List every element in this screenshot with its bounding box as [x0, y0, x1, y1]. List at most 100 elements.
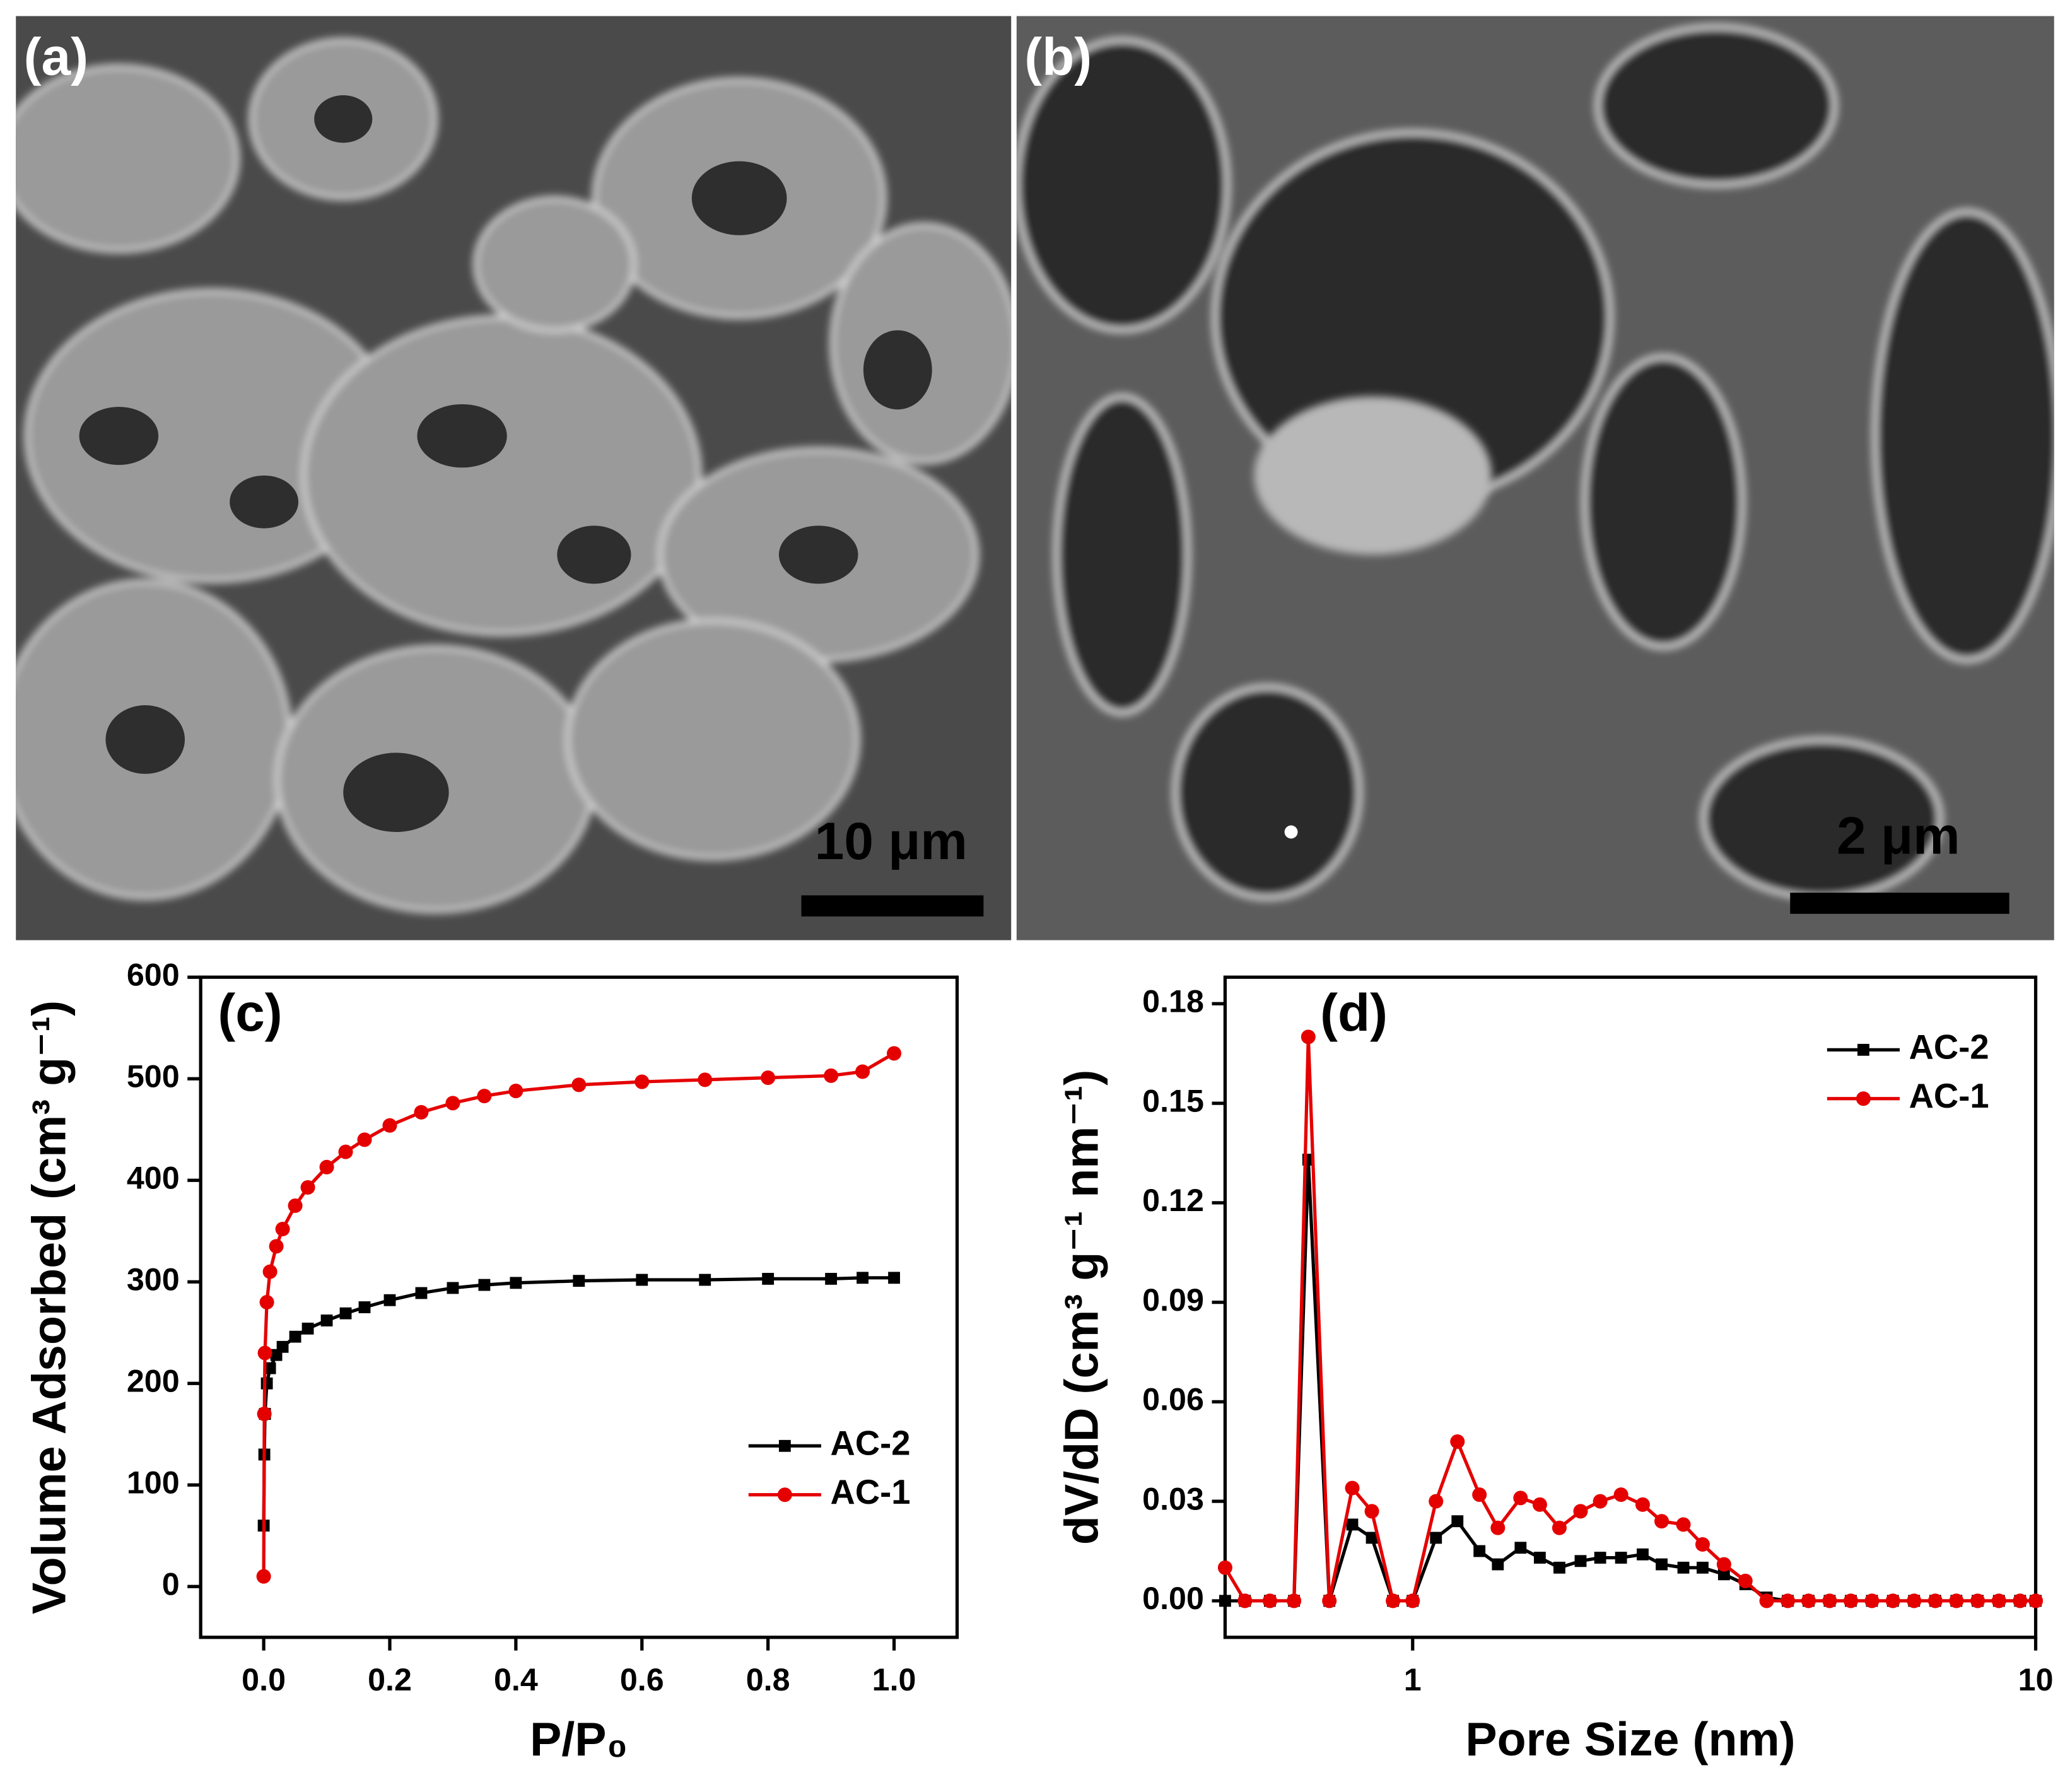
scale-bar-label: 10 μm: [815, 811, 968, 870]
point: [761, 1070, 776, 1086]
point: [1345, 1480, 1360, 1496]
point: [1322, 1593, 1337, 1608]
point: [260, 1377, 273, 1390]
point: [1635, 1497, 1650, 1512]
point: [445, 1096, 460, 1111]
point: [1490, 1520, 1506, 1535]
y-axis-label: dV/dD (cm³ g⁻¹ nm⁻¹): [1055, 1070, 1108, 1545]
point: [1822, 1593, 1837, 1608]
point: [1864, 1593, 1880, 1608]
y-tick-label: 0.12: [1142, 1183, 1204, 1218]
x-tick-label: 0.2: [368, 1662, 412, 1697]
point: [1364, 1504, 1379, 1519]
x-axis-label: P/P₀: [530, 1713, 628, 1766]
point: [1970, 1593, 1985, 1608]
y-tick-label: 0.09: [1142, 1282, 1204, 1318]
legend-marker: [778, 1439, 791, 1452]
point: [1676, 1517, 1691, 1532]
point: [1843, 1593, 1858, 1608]
y-tick-label: 100: [127, 1465, 180, 1501]
point: [1927, 1593, 1943, 1608]
point: [636, 1274, 648, 1286]
point: [1262, 1593, 1277, 1608]
point: [508, 1084, 523, 1099]
point: [1801, 1593, 1816, 1608]
point: [382, 1118, 397, 1133]
sem-image-b: [1016, 16, 2054, 940]
point: [339, 1307, 352, 1320]
legend-label: AC-2: [1909, 1028, 1989, 1067]
point: [414, 1104, 429, 1120]
y-tick-label: 0.00: [1142, 1581, 1204, 1616]
y-tick-label: 0.15: [1142, 1083, 1204, 1118]
point: [1573, 1504, 1588, 1519]
point: [256, 1569, 271, 1584]
point: [887, 1046, 902, 1061]
point: [1429, 1494, 1444, 1509]
point: [1780, 1593, 1796, 1608]
point: [1637, 1548, 1649, 1561]
x-tick-label: 1.0: [872, 1662, 916, 1697]
point: [300, 1180, 315, 1195]
point: [1346, 1518, 1359, 1531]
point: [1217, 1560, 1232, 1575]
point: [2028, 1593, 2044, 1608]
x-tick-label: 1: [1404, 1662, 1422, 1697]
point: [698, 1072, 713, 1087]
point: [1594, 1552, 1606, 1564]
point: [262, 1264, 278, 1279]
point: [1615, 1552, 1627, 1564]
y-tick-label: 0.06: [1142, 1382, 1204, 1417]
point: [1451, 1515, 1464, 1528]
point: [1492, 1558, 1504, 1571]
point: [573, 1275, 585, 1287]
x-tick-label: 0.6: [620, 1662, 664, 1697]
point: [2013, 1593, 2028, 1608]
point: [276, 1340, 289, 1353]
y-tick-label: 400: [127, 1161, 180, 1196]
y-tick-label: 0.03: [1142, 1481, 1204, 1516]
y-axis-label: Volume Adsorbed (cm³ g⁻¹): [23, 1000, 76, 1614]
point: [275, 1222, 290, 1237]
point: [478, 1279, 491, 1291]
point: [289, 1330, 301, 1343]
point: [1386, 1593, 1401, 1608]
point: [1553, 1561, 1565, 1574]
point: [415, 1287, 428, 1299]
x-axis-label: Pore Size (nm): [1465, 1713, 1795, 1766]
series-line: [262, 1051, 895, 1577]
point: [1717, 1568, 1730, 1581]
point: [1593, 1494, 1608, 1509]
point: [1574, 1555, 1587, 1567]
legend-label: AC-1: [1909, 1077, 1989, 1115]
point: [383, 1294, 396, 1306]
point: [320, 1315, 333, 1326]
point: [1654, 1514, 1669, 1529]
point: [1949, 1593, 1964, 1608]
point: [1656, 1558, 1668, 1571]
scale-bar: [1790, 893, 2009, 914]
point: [357, 1132, 372, 1147]
point: [1738, 1573, 1753, 1588]
point: [1533, 1552, 1546, 1564]
legend-label: AC-1: [831, 1473, 911, 1511]
point: [1907, 1593, 1922, 1608]
point: [510, 1277, 522, 1289]
point: [1552, 1520, 1567, 1535]
x-tick-label: 0.4: [494, 1662, 538, 1697]
point: [269, 1239, 284, 1254]
point: [1430, 1531, 1442, 1544]
point: [824, 1068, 839, 1083]
scale-bar-label: 2 μm: [1837, 806, 1960, 865]
point: [1405, 1593, 1420, 1608]
point: [1991, 1593, 2006, 1608]
point: [855, 1064, 870, 1079]
point: [571, 1077, 587, 1092]
point: [1219, 1595, 1231, 1607]
point: [1301, 1029, 1316, 1045]
y-tick-label: 500: [127, 1059, 180, 1094]
point: [1472, 1487, 1487, 1502]
point: [301, 1322, 314, 1335]
series-line: [1224, 1036, 2036, 1603]
